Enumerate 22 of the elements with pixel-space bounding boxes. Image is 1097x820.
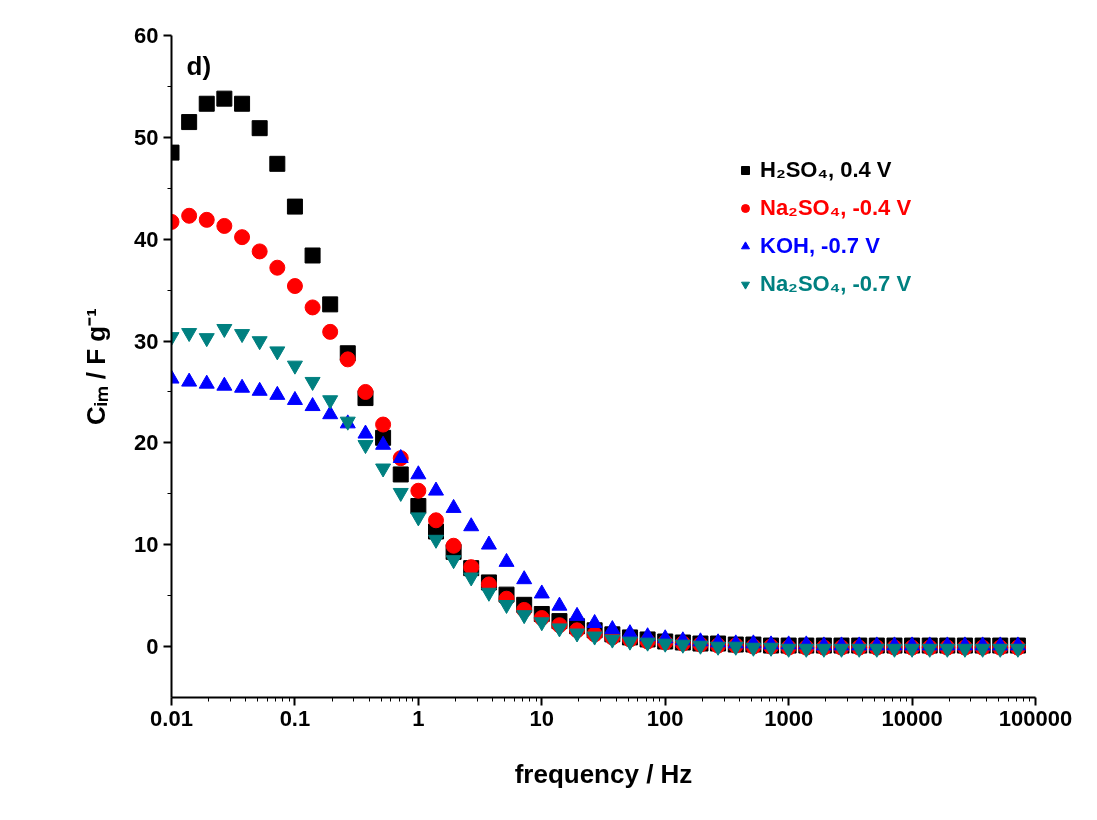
x-tick-label: 1	[412, 705, 425, 731]
x-tick-label: 1000	[764, 705, 814, 731]
x-tick-label: 100	[646, 705, 684, 731]
x-tick-label: 0.1	[279, 705, 311, 731]
annotation: d)	[186, 50, 212, 81]
y-axis-title: Cᵢₘ / F g⁻¹	[81, 308, 112, 425]
y-tick-label: 50	[134, 124, 159, 150]
x-tick-label: 100000	[998, 705, 1073, 731]
y-tick-label: 60	[134, 23, 159, 48]
x-axis-title: frequency / Hz	[514, 758, 693, 789]
x-tick-label: 10000	[881, 705, 943, 731]
y-tick-label: 40	[134, 226, 159, 252]
y-tick-label: 30	[134, 328, 159, 354]
y-tick-label: 10	[134, 532, 159, 558]
legend-label: KOH, -0.7 V	[760, 233, 880, 259]
x-tick-label: 0.01	[150, 705, 193, 731]
y-tick-label: 20	[134, 430, 159, 456]
x-tick-label: 10	[529, 705, 555, 731]
legend-label: H₂SO₄, 0.4 V	[760, 157, 892, 183]
legend-label: Na₂SO₄, -0.4 V	[760, 195, 912, 221]
y-tick-label: 0	[146, 634, 159, 660]
legend-label: Na₂SO₄, -0.7 V	[760, 271, 912, 297]
